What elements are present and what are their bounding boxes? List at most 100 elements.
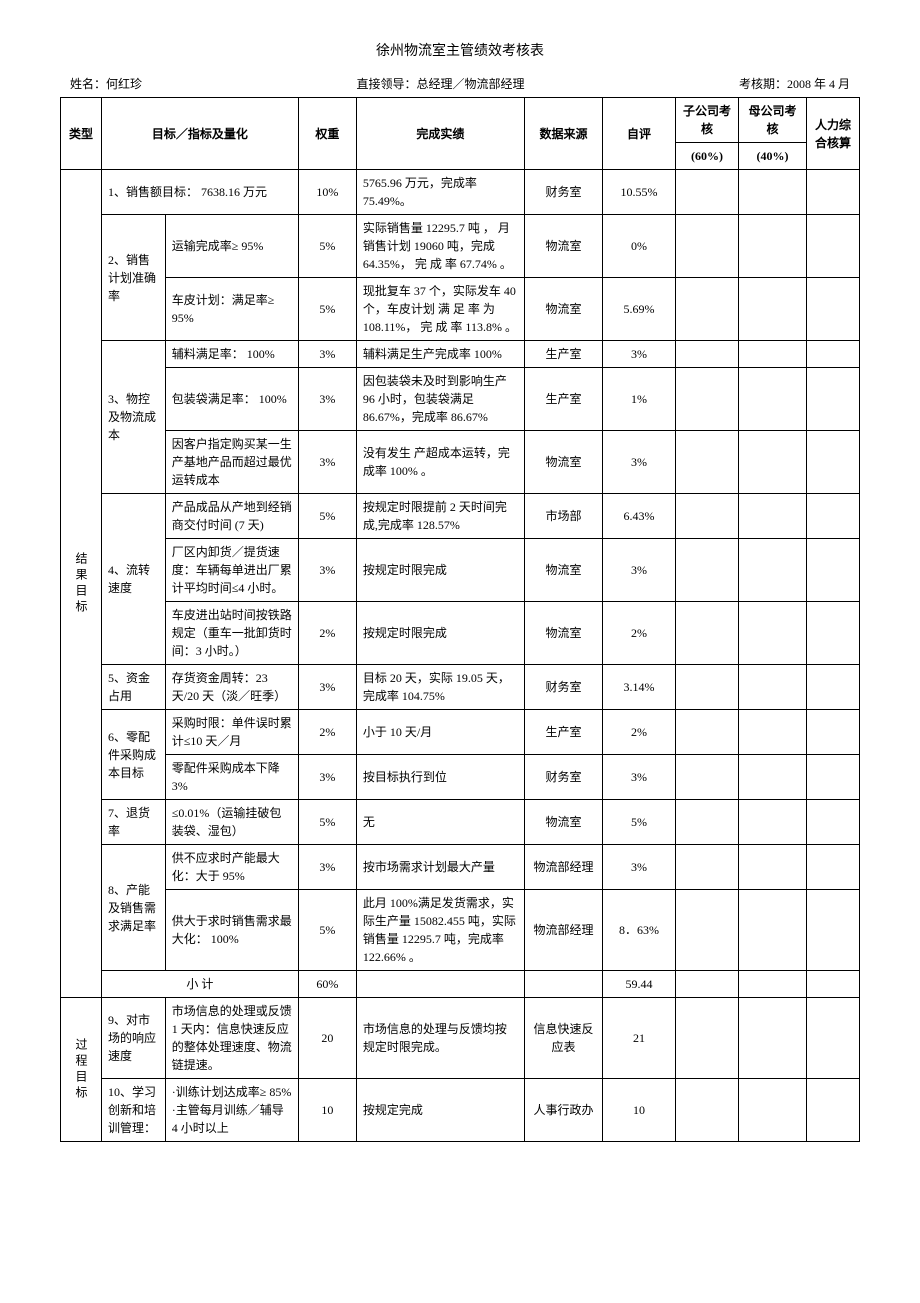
- cell-hr: [807, 665, 860, 710]
- cell-group: 10、学习创新和培训管理：: [102, 1079, 166, 1142]
- cell-metric: 市场信息的处理或反馈 1 天内：信息快速反应的整体处理速度、物流链提速。: [165, 998, 298, 1079]
- table-row: 厂区内卸货／提货速度：车辆每单进出厂累计平均时间≤4 小时。 3% 按规定时限完…: [61, 539, 860, 602]
- cell-source: 物流室: [525, 278, 603, 341]
- cell-source: 财务室: [525, 665, 603, 710]
- cell-source: 物流部经理: [525, 890, 603, 971]
- cell-sub: [676, 845, 739, 890]
- header-row: 姓名：何红珍 直接领导：总经理／物流部经理 考核期：2008 年 4 月: [60, 75, 860, 92]
- cell-hr: [807, 710, 860, 755]
- cell-weight: 3%: [298, 755, 356, 800]
- cell-metric: 采购时限：单件误时累计≤10 天／月: [165, 710, 298, 755]
- cell-metric: ≤0.01%（运输挂破包装袋、湿包）: [165, 800, 298, 845]
- cell-result: 5765.96 万元，完成率 75.49%。: [356, 170, 524, 215]
- table-row: 6、零配件采购成本目标 采购时限：单件误时累计≤10 天／月 2% 小于 10 …: [61, 710, 860, 755]
- cell-metric: 零配件采购成本下降 3%: [165, 755, 298, 800]
- cell-self: 3.14%: [603, 665, 676, 710]
- table-row: 4、流转速度 产品成品从产地到经销商交付时间 (7 天) 5% 按规定时限提前 …: [61, 494, 860, 539]
- cell-group: 5、资金占用: [102, 665, 166, 710]
- name-field: 姓名：何红珍: [70, 75, 142, 92]
- subtotal-weight: 60%: [298, 971, 356, 998]
- cell-weight: 2%: [298, 602, 356, 665]
- table-row: 因客户指定购买某一生产基地产品而超过最优运转成本 3% 没有发生 产超成本运转，…: [61, 431, 860, 494]
- cell-sub: [676, 755, 739, 800]
- cell-sub: [676, 602, 739, 665]
- cell-metric: 运输完成率≥ 95%: [165, 215, 298, 278]
- cell-self: 1%: [603, 368, 676, 431]
- th-self: 自评: [603, 98, 676, 170]
- cell-result: 没有发生 产超成本运转，完成率 100% 。: [356, 431, 524, 494]
- cell-sub: [676, 665, 739, 710]
- cell-weight: 5%: [298, 494, 356, 539]
- cell-result: 因包装袋未及时到影响生产 96 小时，包装袋满足 86.67%，完成率 86.6…: [356, 368, 524, 431]
- cell-metric: 因客户指定购买某一生产基地产品而超过最优运转成本: [165, 431, 298, 494]
- cell-sub: [676, 539, 739, 602]
- cell-result: 按规定时限完成: [356, 539, 524, 602]
- cell-result: 现批复车 37 个，实际发车 40 个，车皮计划 满 足 率 为 108.11%…: [356, 278, 524, 341]
- cell-result: 按规定时限提前 2 天时间完成,完成率 128.57%: [356, 494, 524, 539]
- table-row: 10、学习创新和培训管理： ·训练计划达成率≥ 85% ·主管每月训练／辅导 4…: [61, 1079, 860, 1142]
- table-row: 7、退货率 ≤0.01%（运输挂破包装袋、湿包） 5% 无 物流室 5%: [61, 800, 860, 845]
- cell-source: 生产室: [525, 710, 603, 755]
- cell-sub: [676, 431, 739, 494]
- cell-parent: [739, 170, 807, 215]
- cell-result: 此月 100%满足发货需求，实际生产量 15082.455 吨，实际销售量 12…: [356, 890, 524, 971]
- cell-self: 3%: [603, 539, 676, 602]
- header-row-1: 类型 目标／指标及量化 权重 完成实绩 数据来源 自评 子公司考核 母公司考核 …: [61, 98, 860, 143]
- cell-sub: [676, 890, 739, 971]
- cell-result: 按规定时限完成: [356, 602, 524, 665]
- cell-result: [356, 971, 524, 998]
- cell-sub: [676, 710, 739, 755]
- cell-result: 目标 20 天，实际 19.05 天，完成率 104.75%: [356, 665, 524, 710]
- cell-self: 3%: [603, 845, 676, 890]
- cell-metric: 车皮计划：满足率≥ 95%: [165, 278, 298, 341]
- cell-source: 物流室: [525, 539, 603, 602]
- cell-parent: [739, 755, 807, 800]
- cell-weight: 20: [298, 998, 356, 1079]
- cell-parent: [739, 278, 807, 341]
- cell-hr: [807, 368, 860, 431]
- cell-parent: [739, 539, 807, 602]
- cell-result: 按规定完成: [356, 1079, 524, 1142]
- cell-parent: [739, 602, 807, 665]
- cell-hr: [807, 800, 860, 845]
- table-row: 供大于求时销售需求最大化： 100% 5% 此月 100%满足发货需求，实际生产…: [61, 890, 860, 971]
- table-row: 车皮计划：满足率≥ 95% 5% 现批复车 37 个，实际发车 40 个，车皮计…: [61, 278, 860, 341]
- cell-parent: [739, 665, 807, 710]
- cell-self: 0%: [603, 215, 676, 278]
- cell-result: 市场信息的处理与反馈均按规定时限完成。: [356, 998, 524, 1079]
- cell-metric: 辅料满足率： 100%: [165, 341, 298, 368]
- cell-weight: 3%: [298, 665, 356, 710]
- cell-result: 辅料满足生产完成率 100%: [356, 341, 524, 368]
- th-parent: 母公司考核: [739, 98, 807, 143]
- cell-sub: [676, 278, 739, 341]
- table-row: 车皮进出站时间按铁路规定（重车一批卸货时间：3 小时。） 2% 按规定时限完成 …: [61, 602, 860, 665]
- cell-self: 8．63%: [603, 890, 676, 971]
- cell-self: 2%: [603, 602, 676, 665]
- cell-weight: 3%: [298, 845, 356, 890]
- cell-source: 财务室: [525, 755, 603, 800]
- cell-result: 按目标执行到位: [356, 755, 524, 800]
- leader-field: 直接领导：总经理／物流部经理: [356, 75, 524, 92]
- cell-hr: [807, 341, 860, 368]
- cell-hr: [807, 539, 860, 602]
- cell-hr: [807, 998, 860, 1079]
- table-row: 包装袋满足率： 100% 3% 因包装袋未及时到影响生产 96 小时，包装袋满足…: [61, 368, 860, 431]
- th-hr: 人力综合核算: [807, 98, 860, 170]
- cell-self: 10: [603, 1079, 676, 1142]
- cell-weight: 10%: [298, 170, 356, 215]
- th-sub-pct: (60%): [676, 143, 739, 170]
- page-title: 徐州物流室主管绩效考核表: [60, 40, 860, 60]
- cell-self: 21: [603, 998, 676, 1079]
- th-parent-pct: (40%): [739, 143, 807, 170]
- cell-self: 3%: [603, 755, 676, 800]
- cell-hr: [807, 278, 860, 341]
- cell-metric: 厂区内卸货／提货速度：车辆每单进出厂累计平均时间≤4 小时。: [165, 539, 298, 602]
- cell-parent: [739, 341, 807, 368]
- cell-parent: [739, 215, 807, 278]
- cell-weight: 3%: [298, 368, 356, 431]
- cell-sub: [676, 1079, 739, 1142]
- cell-hr: [807, 890, 860, 971]
- subtotal-self: 59.44: [603, 971, 676, 998]
- cell-parent: [739, 368, 807, 431]
- th-result: 完成实绩: [356, 98, 524, 170]
